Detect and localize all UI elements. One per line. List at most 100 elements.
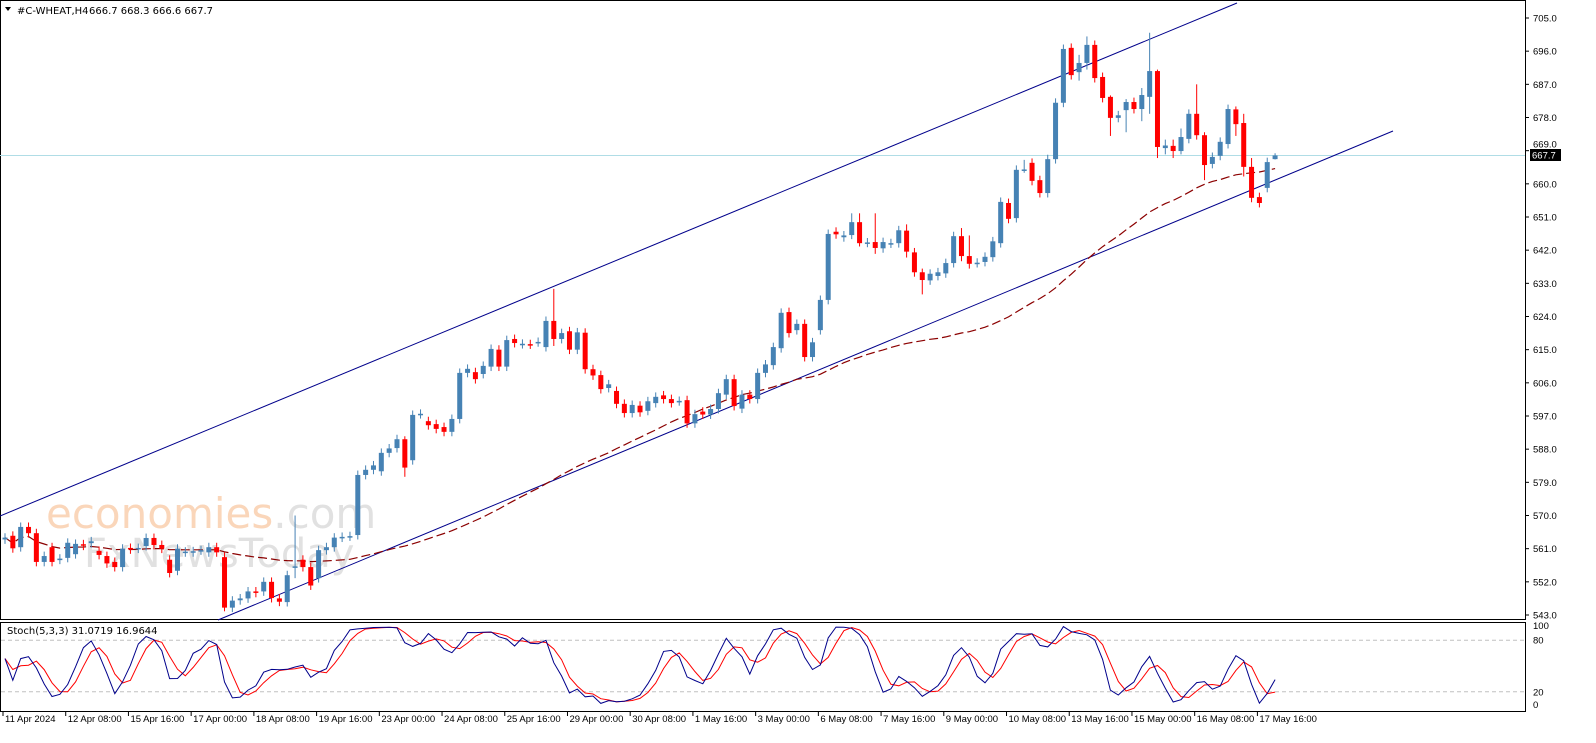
candle-body: [237, 598, 243, 601]
candle: [676, 396, 682, 406]
candle: [73, 539, 79, 559]
candle-body: [1123, 102, 1129, 111]
price-tick-label: 669.0: [1533, 139, 1557, 150]
candle: [817, 295, 823, 335]
candle: [112, 557, 118, 572]
candle: [1068, 43, 1074, 80]
candle-body: [449, 418, 455, 432]
stochastic-level-label: 100: [1533, 621, 1549, 632]
channel-lower-line[interactable]: [217, 130, 1394, 621]
candle-body: [700, 411, 706, 415]
candle: [1256, 192, 1262, 208]
candle-body: [825, 233, 831, 300]
candle-body: [770, 347, 776, 366]
candle-body: [786, 312, 792, 334]
channel-upper-line[interactable]: [0, 2, 1238, 517]
candle: [33, 528, 39, 567]
candle: [1209, 152, 1215, 169]
candle-body: [857, 222, 863, 244]
candle: [245, 586, 251, 603]
candle-body: [966, 256, 972, 264]
candle-body: [1107, 96, 1113, 118]
collapse-triangle-icon[interactable]: [5, 7, 11, 11]
candle-body: [504, 340, 510, 367]
candle-body: [96, 550, 102, 555]
candle: [637, 401, 643, 417]
candle: [1233, 106, 1239, 136]
candle: [433, 419, 439, 434]
time-axis[interactable]: 11 Apr 2024 12 Apr 08:00 15 Apr 16:00 17 Ap…: [2, 712, 1317, 725]
candle-body: [261, 581, 267, 592]
candle: [269, 577, 275, 603]
candle: [370, 460, 376, 475]
candle: [104, 551, 110, 568]
candle: [708, 404, 714, 419]
candle: [951, 231, 957, 268]
candle: [606, 379, 612, 393]
candle: [998, 197, 1004, 248]
candle: [943, 258, 949, 278]
candle-body: [10, 535, 16, 549]
stochastic-level-label: 20: [1533, 687, 1544, 698]
price-axis[interactable]: 705.0 696.0 687.0 678.0 669.0 660.0 651.0 642.0…: [1525, 14, 1557, 712]
candle-body: [488, 348, 494, 367]
candle-body: [198, 550, 204, 552]
candle-body: [927, 273, 933, 281]
candle: [355, 470, 361, 540]
candle-body: [684, 400, 690, 424]
candle: [684, 395, 690, 428]
candle-body: [433, 424, 439, 429]
candle: [794, 319, 800, 335]
candle: [49, 542, 55, 567]
candle-body: [1170, 145, 1176, 152]
candle-body: [386, 448, 392, 453]
candle-body: [496, 349, 502, 367]
candle: [18, 522, 24, 552]
candle: [1139, 88, 1145, 122]
price-tick-label: 597.0: [1533, 412, 1557, 423]
candle-body: [323, 547, 329, 551]
candle-body: [527, 344, 533, 346]
candle: [1154, 69, 1160, 159]
candle-body: [104, 556, 110, 564]
time-tick-label: 29 Apr 00:00: [569, 714, 623, 725]
candle-body: [472, 372, 478, 380]
candle: [598, 370, 604, 394]
candle-body: [1202, 135, 1208, 166]
candle-body: [668, 399, 674, 404]
candle: [661, 390, 667, 404]
candle-body: [864, 242, 870, 244]
candle: [786, 307, 792, 338]
stochastic-panel[interactable]: [0, 622, 1526, 712]
candle-body: [1037, 180, 1043, 194]
candle: [645, 396, 651, 416]
candle: [535, 337, 541, 347]
candle-body: [190, 551, 196, 553]
candle-body: [1178, 137, 1184, 152]
candle: [261, 577, 267, 596]
candle: [692, 409, 698, 428]
candle-body: [214, 547, 220, 553]
candle-body: [574, 332, 580, 350]
candle-body: [300, 559, 306, 568]
candle-body: [833, 231, 839, 235]
candle-body: [974, 262, 980, 265]
candle-body: [276, 598, 282, 602]
candle: [559, 328, 565, 344]
main-price-panel[interactable]: [0, 0, 1526, 620]
candle: [504, 335, 510, 372]
candle: [127, 543, 133, 554]
candle: [120, 544, 126, 572]
time-tick-label: 1 May 16:00: [695, 714, 747, 725]
candle: [441, 422, 447, 437]
candle-body: [480, 365, 486, 374]
candle: [574, 327, 580, 355]
candle: [543, 316, 549, 352]
candle-body: [229, 600, 235, 608]
candle: [582, 328, 588, 374]
candle: [1217, 137, 1223, 161]
candle-body: [817, 299, 823, 331]
candle-body: [1021, 169, 1027, 171]
candle-body: [418, 413, 424, 416]
